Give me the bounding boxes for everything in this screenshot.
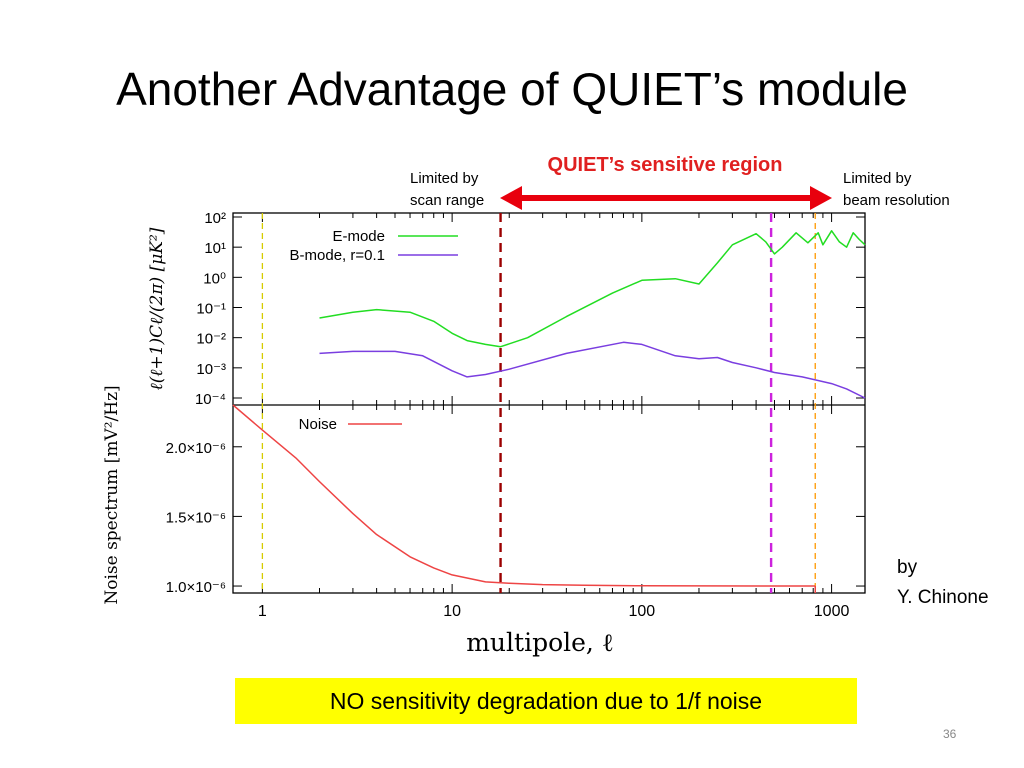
scan-range-annotation: Limited by scan range	[410, 168, 484, 212]
beam-resolution-line-1: Limited by	[843, 170, 912, 187]
series-line	[319, 230, 866, 348]
top-y-tick-label: 10⁰	[203, 270, 226, 287]
bottom-ylabel: Noise spectrum [mV²/Hz]	[102, 385, 122, 604]
series-lines	[232, 230, 866, 593]
tick-labels: 1 10 100 1000 10² 10¹ 10⁰ 10⁻¹ 10⁻² 10⁻³ 10⁻⁴ 1.0×1…	[166, 210, 850, 620]
top-y-tick-label: 10⁻⁴	[195, 391, 226, 408]
x-tick-label: 1	[258, 603, 267, 620]
credit-by: by	[897, 557, 918, 578]
bottom-y-tick-label: 1.5×10⁻⁶	[166, 509, 226, 526]
scan-range-line-1: Limited by	[410, 170, 479, 187]
credit-author: Y. Chinone	[897, 587, 989, 608]
x-tick-label: 10	[443, 603, 461, 620]
credit: by Y. Chinone	[897, 553, 989, 613]
page-number: 36	[943, 727, 957, 741]
axis-ticks	[233, 213, 865, 593]
top-legend: E-mode B-mode, r=0.1	[290, 228, 458, 264]
scan-range-line-2: scan range	[410, 192, 485, 209]
bottom-y-tick-label: 2.0×10⁻⁶	[166, 440, 226, 457]
x-tick-label: 1000	[814, 603, 850, 620]
slide-title: Another Advantage of QUIET’s module	[116, 63, 908, 115]
legend-bmode-label: B-mode, r=0.1	[290, 247, 385, 264]
legend-emode-label: E-mode	[332, 228, 385, 245]
top-y-tick-label: 10¹	[204, 240, 226, 257]
top-y-tick-label: 10⁻²	[196, 331, 226, 348]
top-y-tick-label: 10⁻¹	[196, 301, 226, 318]
top-y-tick-label: 10²	[204, 210, 226, 227]
series-line	[319, 341, 866, 399]
bottom-y-tick-label: 1.0×10⁻⁶	[166, 579, 226, 596]
beam-resolution-annotation: Limited by beam resolution	[843, 168, 950, 212]
bottom-legend: Noise	[299, 416, 402, 433]
sensitive-region-label: QUIET’s sensitive region	[547, 154, 783, 176]
conclusion-box: NO sensitivity degradation due to 1/f no…	[235, 678, 857, 724]
xlabel: multipole, ℓ	[466, 628, 614, 657]
legend-noise-label: Noise	[299, 416, 337, 433]
beam-resolution-line-2: beam resolution	[843, 192, 950, 209]
marker-lines	[261, 213, 816, 593]
series-line	[232, 404, 816, 587]
top-y-tick-label: 10⁻³	[196, 361, 226, 378]
plot-frame	[232, 212, 866, 594]
x-tick-label: 100	[629, 603, 656, 620]
sensitive-region-arrow	[500, 186, 832, 210]
top-ylabel: ℓ(ℓ+1)Cℓ/(2π) [μK²]	[147, 227, 167, 390]
